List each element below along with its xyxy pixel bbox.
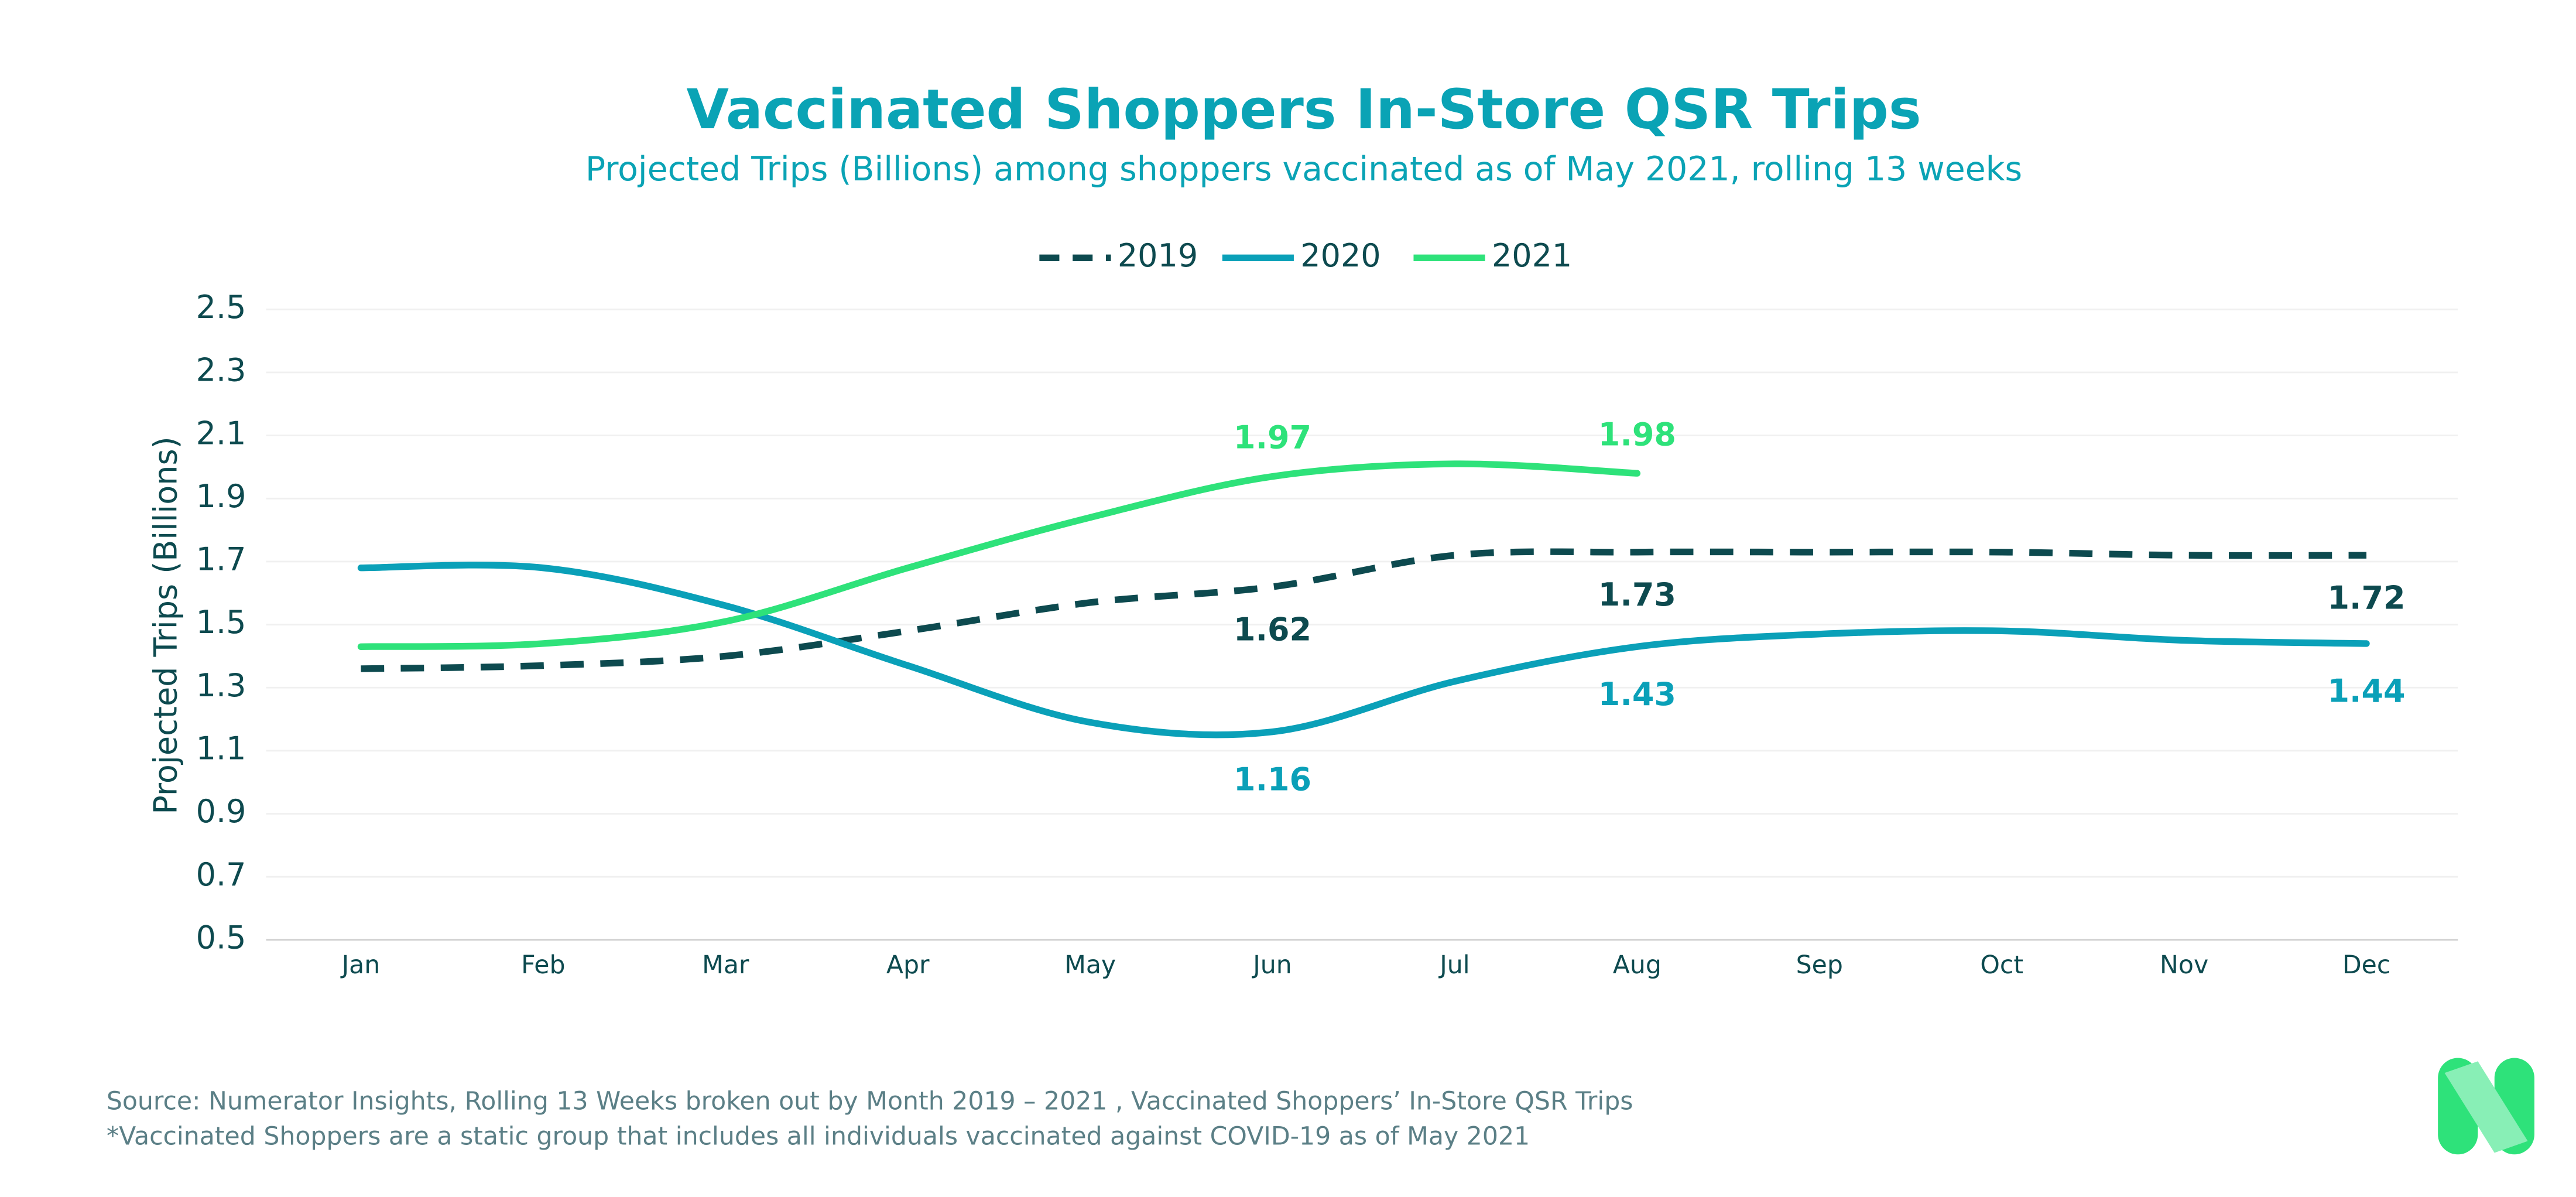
y-tick-label: 1.5 [196,604,246,641]
chart-title: Vaccinated Shoppers In-Store QSR Trips [686,78,1921,142]
series-line [357,562,2370,738]
data-label: 1.72 [2327,580,2405,617]
y-tick-label: 1.9 [196,478,246,515]
y-tick-label: 2.1 [196,415,246,452]
y-tick-label: 0.9 [196,793,246,830]
footnote: *Vaccinated Shoppers are a static group … [107,1121,1530,1151]
y-tick-label: 2.5 [196,289,246,326]
x-tick-label: May [1064,950,1116,980]
series-line [361,548,2367,672]
legend-label: 2019 [1118,237,1198,274]
x-tick-label: Jul [1438,950,1469,980]
data-label: 1.62 [1234,611,1311,648]
x-tick-label: Aug [1613,950,1662,980]
footnote: Source: Numerator Insights, Rolling 13 W… [107,1087,1633,1116]
chart-subtitle: Projected Trips (Billions) among shopper… [585,150,2022,189]
x-tick-label: Dec [2342,950,2390,980]
series-line [357,460,1641,650]
x-tick-label: Jan [340,950,381,980]
y-tick-label: 1.7 [196,541,246,578]
x-tick-label: Sep [1796,950,1843,980]
data-label: 1.16 [1234,761,1311,798]
x-tick-label: Feb [521,950,565,980]
legend-label: 2020 [1300,237,1381,274]
data-label: 1.97 [1234,419,1311,456]
y-axis-label: Projected Trips (Billions) [148,436,184,814]
x-tick-label: Oct [1980,950,2023,980]
y-tick-label: 1.1 [196,730,246,767]
x-tick-label: Jun [1251,950,1292,980]
y-tick-label: 2.3 [196,352,246,389]
legend-label: 2021 [1492,237,1572,274]
y-tick-label: 0.5 [196,919,246,956]
x-tick-label: Mar [702,950,749,980]
data-label: 1.44 [2327,673,2405,710]
y-tick-label: 1.3 [196,667,246,704]
data-label: 1.73 [1598,576,1676,613]
x-tick-label: Apr [886,950,930,980]
x-tick-label: Nov [2160,950,2208,980]
data-label: 1.43 [1598,676,1676,713]
y-tick-label: 0.7 [196,856,246,893]
logo [2438,1058,2534,1155]
data-label: 1.98 [1598,416,1676,453]
